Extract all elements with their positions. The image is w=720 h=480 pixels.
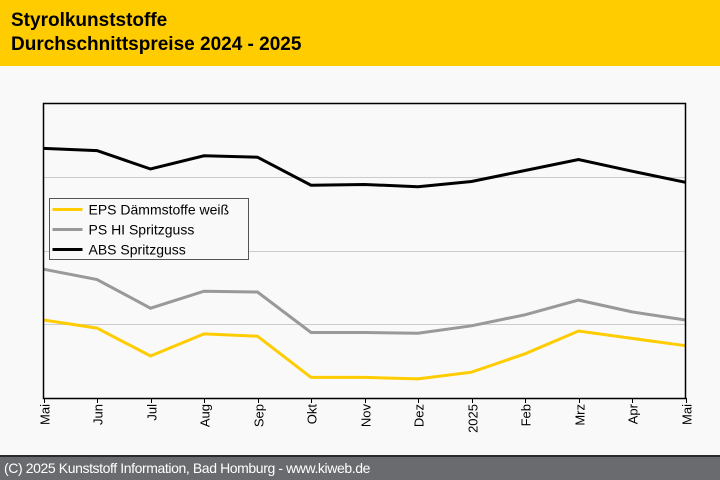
x-tick-label: Mrz: [573, 404, 588, 426]
x-tick-label: Aug: [198, 404, 213, 427]
x-tick-label: Jun: [91, 404, 106, 425]
legend: EPS Dämmstoffe weiß PS HI Spritzguss ABS S…: [49, 198, 249, 260]
series-lines: [43, 146, 686, 381]
x-tick-label: Nov: [359, 404, 374, 428]
legend-box: [49, 198, 249, 260]
x-tick-label: Okt: [305, 404, 320, 425]
footer-bar: (C) 2025 Kunststoff Information, Bad Hom…: [0, 455, 720, 480]
chart-subtitle: Durchschnittspreise 2024 - 2025: [11, 34, 302, 55]
chart-title: Styrolkunststoffe: [11, 10, 168, 31]
series-line-ps-hi-spritzguss: [43, 267, 686, 335]
x-tick-label: Mai: [680, 404, 695, 425]
x-tick-label: Mai: [38, 404, 53, 425]
x-tick-label: Feb: [519, 404, 534, 426]
header-banner: Styrolkunststoffe Durchschnittspreise 20…: [0, 0, 720, 66]
x-tick-label: Dez: [412, 404, 427, 427]
x-tick-label: Sep: [252, 404, 267, 427]
x-tick-label: Jul: [145, 404, 160, 421]
series-line-abs-spritzguss: [43, 146, 686, 189]
x-tick-label: 2025: [466, 404, 481, 433]
x-tick-label: Apr: [626, 403, 641, 424]
series-line-eps-dämmstoffe-weiß: [43, 318, 686, 381]
legend-label: PS HI Spritzguss: [89, 222, 195, 238]
copyright-text: (C) 2025 Kunststoff Information, Bad Hom…: [4, 460, 370, 476]
legend-label: EPS Dämmstoffe weiß: [89, 202, 230, 218]
plot-frame: [42, 102, 687, 400]
x-axis: Mai Jun Jul Aug Sep Okt Nov Dez 2025 Feb Mrz Apr Mai: [38, 398, 695, 433]
legend-label: ABS Spritzguss: [89, 242, 186, 258]
